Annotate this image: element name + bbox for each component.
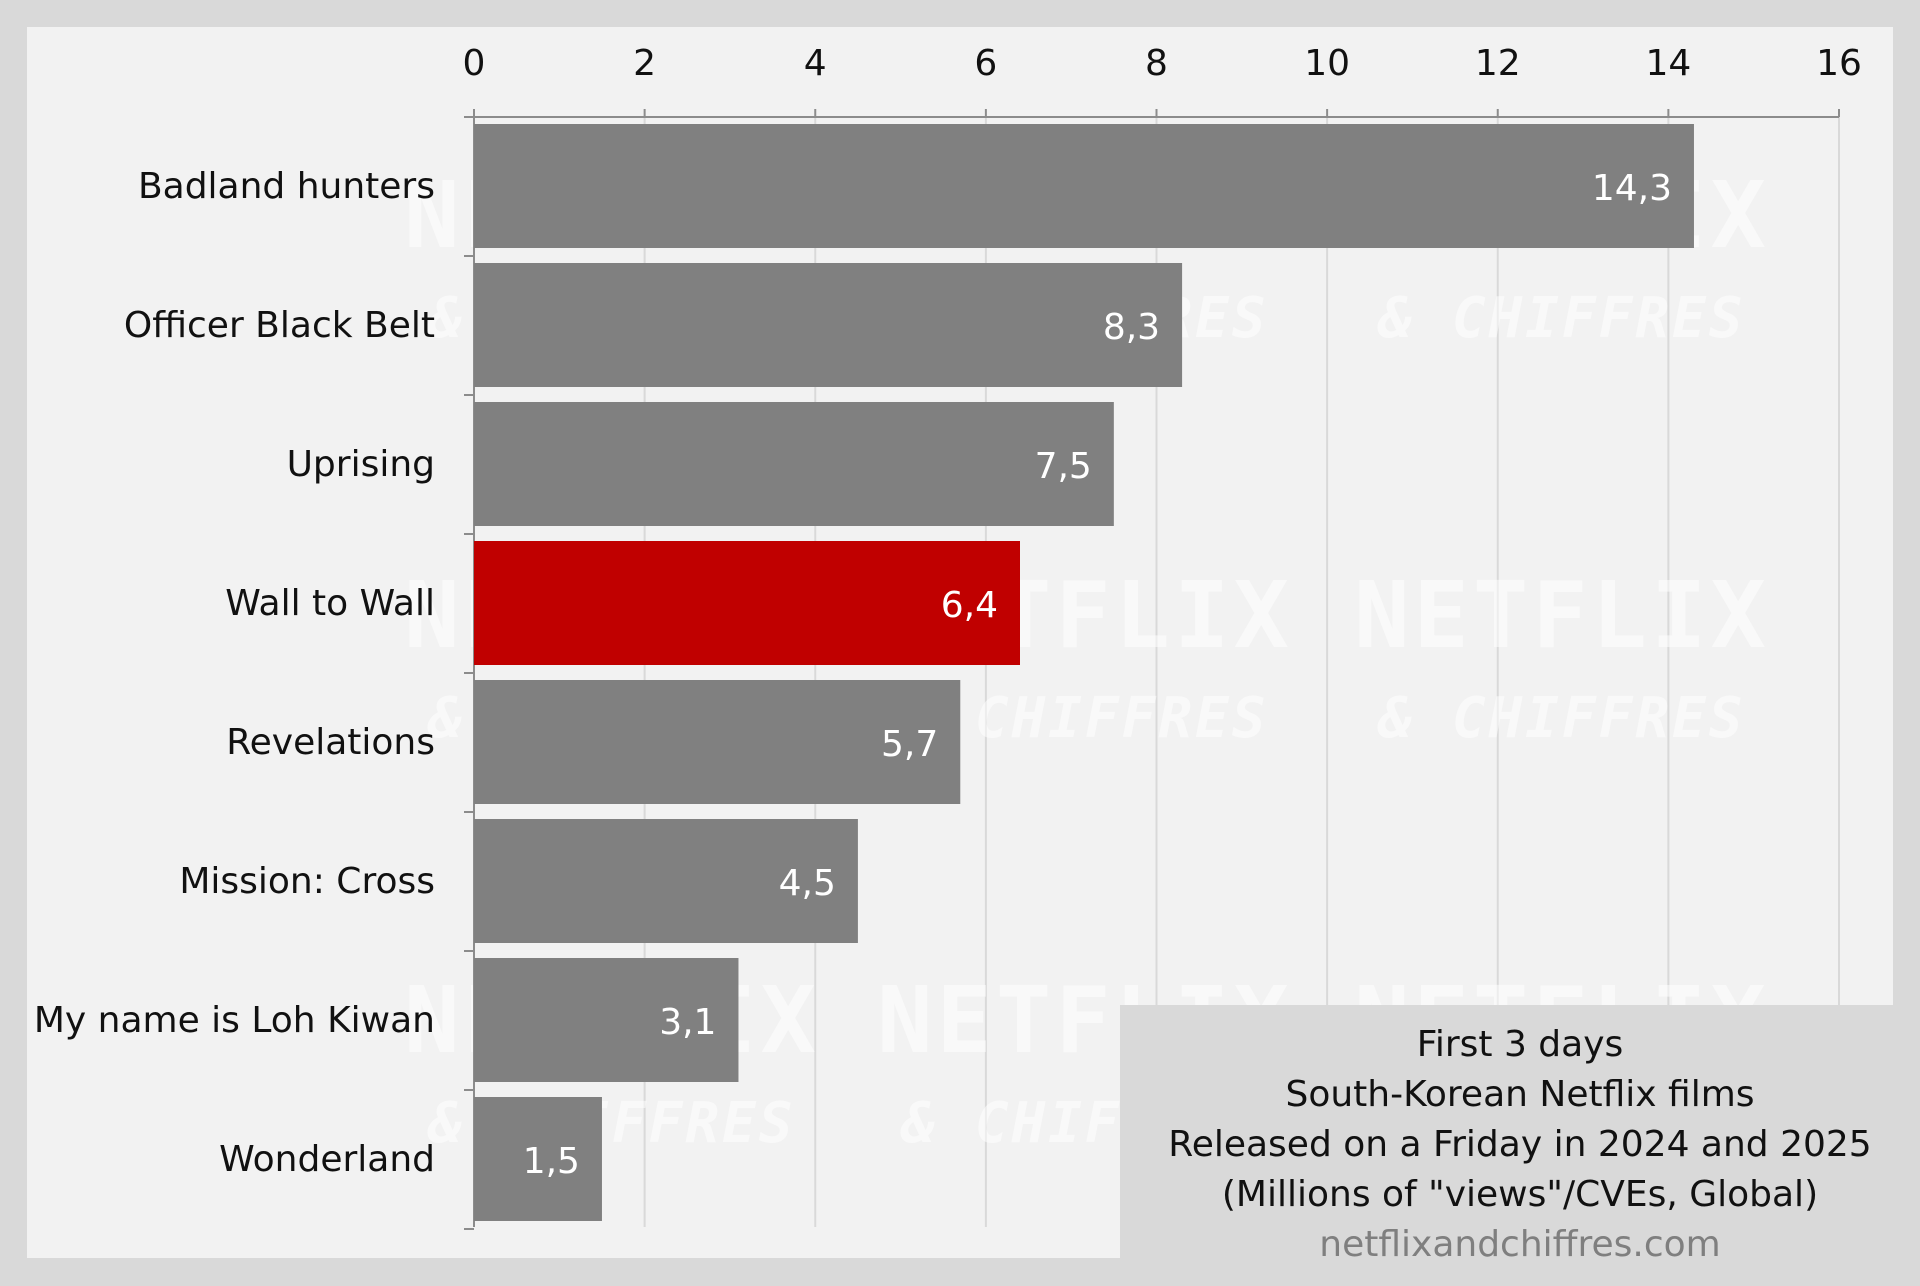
- data-labels: 14,3 8,3 7,5 6,4 5,7 4,5 3,1 1,5: [523, 168, 1672, 1182]
- bar: [474, 680, 961, 804]
- source-link[interactable]: netflixandchiffres.com: [1319, 1224, 1721, 1265]
- bar: [474, 263, 1183, 387]
- x-tick-label: 4: [804, 43, 827, 84]
- bar: [474, 124, 1694, 248]
- data-label: 1,5: [523, 1141, 580, 1182]
- x-tick-label: 6: [974, 43, 997, 84]
- bars: [474, 124, 1694, 1221]
- data-label: 3,1: [659, 1002, 716, 1043]
- watermark-chiffres: & CHIFFRES: [1377, 286, 1745, 351]
- category-label: Officer Black Belt: [124, 305, 435, 346]
- bar: [474, 958, 739, 1082]
- data-label: 14,3: [1592, 168, 1672, 209]
- category-label: My name is Loh Kiwan: [34, 1000, 435, 1041]
- data-label: 5,7: [881, 724, 938, 765]
- bar: [474, 402, 1114, 526]
- x-tick-label: 16: [1816, 43, 1862, 84]
- x-tick-label: 10: [1304, 43, 1350, 84]
- watermark-netflix: NETFLIX: [1354, 562, 1770, 669]
- category-label: Uprising: [287, 444, 435, 485]
- category-labels: Badland hunters Officer Black Belt Uprisin…: [34, 166, 435, 1180]
- data-label: 4,5: [779, 863, 836, 904]
- x-tick-label: 12: [1475, 43, 1521, 84]
- category-label: Revelations: [226, 722, 435, 763]
- info-unit: (Millions of "views"/CVEs, Global): [1221, 1174, 1819, 1215]
- watermark-chiffres: & CHIFFRES: [900, 686, 1268, 751]
- category-label: Wall to Wall: [225, 583, 435, 624]
- data-label: 7,5: [1035, 446, 1092, 487]
- data-label: 8,3: [1103, 307, 1160, 348]
- x-tick-label: 8: [1145, 43, 1168, 84]
- bar-highlight: [474, 541, 1020, 665]
- x-tick-label: 0: [463, 43, 486, 84]
- category-label: Mission: Cross: [179, 861, 435, 902]
- x-axis: 0 2 4 6 8 10 12 14 16: [463, 43, 1862, 1230]
- bar: [474, 1097, 602, 1221]
- category-label: Wonderland: [219, 1139, 435, 1180]
- x-tick-label: 14: [1645, 43, 1691, 84]
- data-label: 6,4: [941, 585, 998, 626]
- info-period: First 3 days: [1416, 1024, 1624, 1065]
- info-release: Released on a Friday in 2024 and 2025: [1168, 1124, 1872, 1165]
- watermark-chiffres: & CHIFFRES: [1377, 686, 1745, 751]
- category-label: Badland hunters: [138, 166, 435, 207]
- info-subject: South-Korean Netflix films: [1285, 1074, 1755, 1115]
- bar: [474, 819, 858, 943]
- chart-info-box: First 3 days South-Korean Netflix films …: [1120, 1005, 1920, 1285]
- x-tick-label: 2: [633, 43, 656, 84]
